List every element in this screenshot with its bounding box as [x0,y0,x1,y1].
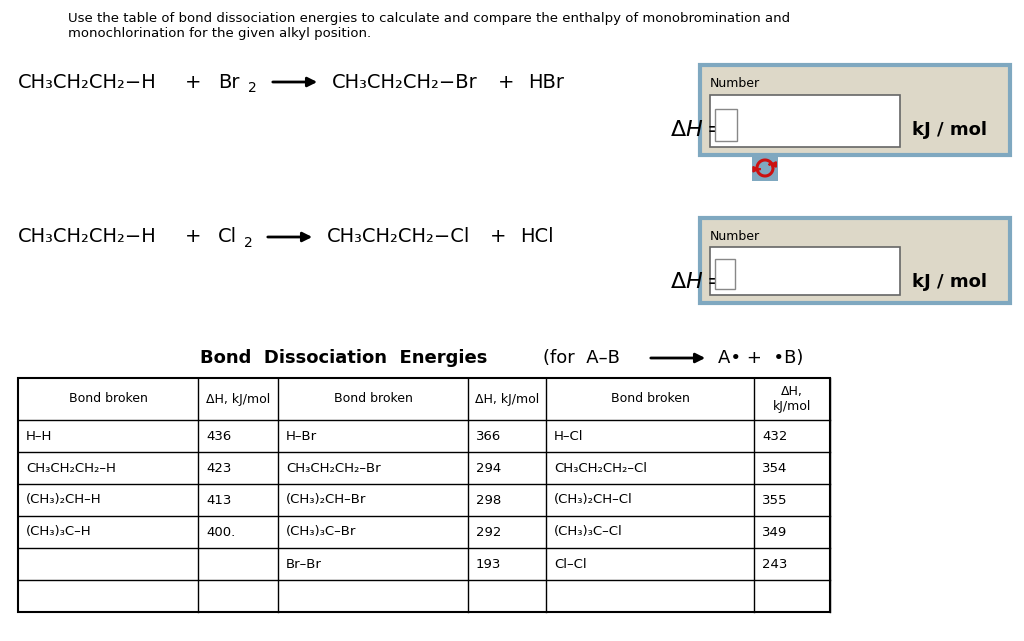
Bar [700,65,1010,155]
Text: Cl–Cl: Cl–Cl [554,558,587,570]
Text: CH₃CH₂CH₂−H: CH₃CH₂CH₂−H [18,228,157,247]
Text: 243: 243 [762,558,787,570]
Text: 400.: 400. [206,526,236,538]
Text: (CH₃)₃C–H: (CH₃)₃C–H [26,526,91,538]
Text: 2: 2 [248,81,257,95]
Text: 432: 432 [762,429,787,442]
Text: Bond broken: Bond broken [69,392,147,406]
Text: CH₃CH₂CH₂–Br: CH₃CH₂CH₂–Br [286,462,381,474]
Text: Br–Br: Br–Br [286,558,322,570]
Bar [700,218,1010,303]
Text: H–Br: H–Br [286,429,317,442]
Bar [18,378,830,612]
Text: ΔH, kJ/mol: ΔH, kJ/mol [206,392,270,406]
Text: Number: Number [710,77,760,90]
Text: (CH₃)₂CH–Cl: (CH₃)₂CH–Cl [554,494,633,506]
Text: 294: 294 [476,462,502,474]
Text: +: + [498,72,514,92]
Text: ΔH, kJ/mol: ΔH, kJ/mol [475,392,539,406]
Text: +: + [185,72,202,92]
Text: HCl: HCl [520,228,554,247]
Text: Number: Number [710,230,760,243]
Text: (CH₃)₃C–Br: (CH₃)₃C–Br [286,526,356,538]
Text: (CH₃)₂CH–H: (CH₃)₂CH–H [26,494,101,506]
Text: CH₃CH₂CH₂–Cl: CH₃CH₂CH₂–Cl [554,462,647,474]
Text: 193: 193 [476,558,502,570]
Text: 292: 292 [476,526,502,538]
Text: kJ / mol: kJ / mol [912,273,987,291]
Text: CH₃CH₂CH₂–H: CH₃CH₂CH₂–H [26,462,116,474]
Text: +: + [185,228,202,247]
Text: Cl: Cl [218,228,238,247]
Text: Bond  Dissociation  Energies: Bond Dissociation Energies [200,349,487,367]
Text: 355: 355 [762,494,787,506]
Text: $\mathit{\Delta H}=$: $\mathit{\Delta H}=$ [670,120,725,140]
Text: ΔH,
kJ/mol: ΔH, kJ/mol [773,385,811,413]
Text: HBr: HBr [528,72,564,92]
Text: 436: 436 [206,429,231,442]
Bar [710,95,900,147]
Text: $\mathit{\Delta H}=$: $\mathit{\Delta H}=$ [670,272,725,292]
Text: Bond broken: Bond broken [610,392,689,406]
Text: 366: 366 [476,429,502,442]
Text: 298: 298 [476,494,502,506]
Text: CH₃CH₂CH₂−Br: CH₃CH₂CH₂−Br [332,72,478,92]
Text: Br: Br [218,72,240,92]
Text: 349: 349 [762,526,787,538]
Text: (for  A–B: (for A–B [543,349,620,367]
Text: Use the table of bond dissociation energies to calculate and compare the enthalp: Use the table of bond dissociation energ… [68,12,791,40]
Text: CH₃CH₂CH₂−Cl: CH₃CH₂CH₂−Cl [327,228,470,247]
Bar [710,247,900,295]
Text: CH₃CH₂CH₂−H: CH₃CH₂CH₂−H [18,72,157,92]
Text: Bond broken: Bond broken [334,392,413,406]
Text: A• +  •B): A• + •B) [718,349,804,367]
Text: (CH₃)₂CH–Br: (CH₃)₂CH–Br [286,494,367,506]
Text: 2: 2 [244,236,253,250]
Bar [715,259,735,289]
Bar [752,155,778,181]
Text: (CH₃)₃C–Cl: (CH₃)₃C–Cl [554,526,623,538]
Text: +: + [490,228,507,247]
Text: 423: 423 [206,462,231,474]
Text: 354: 354 [762,462,787,474]
Text: 413: 413 [206,494,231,506]
Text: H–Cl: H–Cl [554,429,584,442]
Text: kJ / mol: kJ / mol [912,121,987,139]
Bar [715,109,737,141]
Text: H–H: H–H [26,429,52,442]
